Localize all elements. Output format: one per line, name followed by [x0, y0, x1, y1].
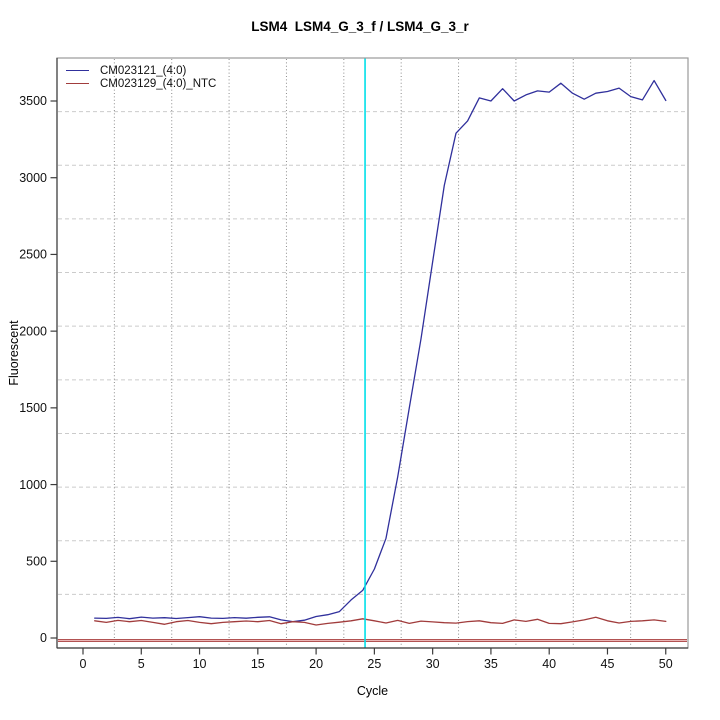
x-axis-title: Cycle	[356, 684, 389, 698]
y-tick-label: 1500	[19, 401, 47, 415]
x-tick-label: 30	[426, 657, 440, 671]
legend-item-0: CM023121_(4:0)	[66, 64, 216, 77]
legend-label: CM023129_(4:0)_NTC	[100, 77, 217, 90]
series-line-1	[94, 616, 667, 626]
y-tick-label: 3000	[19, 171, 47, 185]
y-tick-label: 2500	[19, 248, 47, 262]
legend-label: CM023121_(4:0)	[100, 64, 187, 77]
y-tick-label: 0	[40, 631, 47, 645]
y-tick-label: 500	[26, 554, 47, 568]
y-tick-label: 1000	[19, 478, 47, 492]
x-tick-label: 20	[309, 657, 323, 671]
x-tick-label: 10	[193, 657, 207, 671]
legend: CM023121_(4:0) CM023129_(4:0)_NTC	[66, 64, 216, 90]
x-tick-label: 45	[601, 657, 615, 671]
x-tick-label: 35	[484, 657, 498, 671]
x-tick-label: 50	[659, 657, 673, 671]
series-line-0	[94, 79, 667, 623]
legend-line-swatch	[66, 83, 89, 84]
legend-item-1: CM023129_(4:0)_NTC	[66, 77, 216, 90]
legend-line-swatch	[66, 70, 89, 71]
x-tick-label: 40	[542, 657, 556, 671]
plot-box	[56, 57, 689, 649]
y-tick-label: 3500	[19, 94, 47, 108]
chart-title: LSM4 LSM4_G_3_f / LSM4_G_3_r	[251, 19, 469, 34]
x-tick-label: 25	[367, 657, 381, 671]
x-tick-label: 5	[138, 657, 145, 671]
y-tick-label: 2000	[19, 324, 47, 338]
x-tick-label: 0	[80, 657, 87, 671]
x-tick-label: 15	[251, 657, 265, 671]
